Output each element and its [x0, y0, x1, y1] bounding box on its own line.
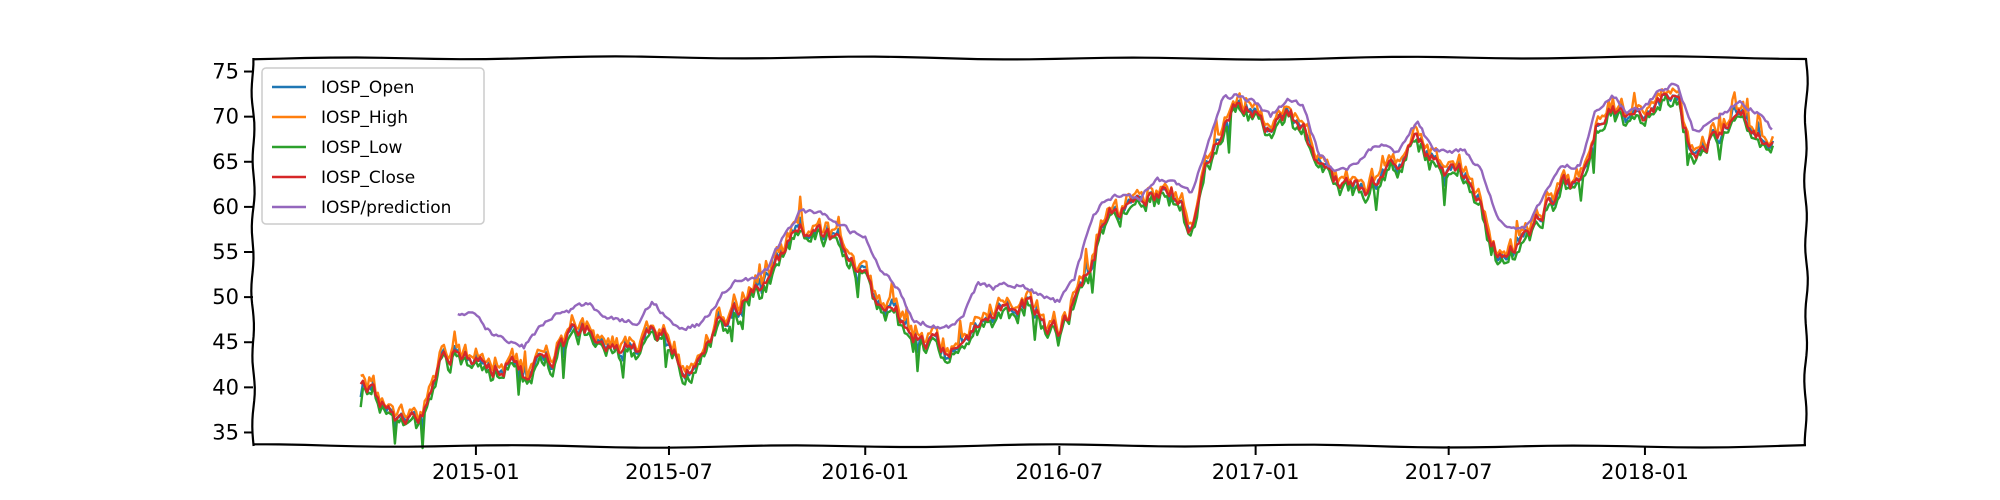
legend-label: IOSP/prediction — [321, 198, 451, 218]
y-tick-label: 45 — [212, 330, 239, 354]
x-tick-label: 2017-01 — [1212, 460, 1300, 484]
y-tick-label: 35 — [212, 420, 239, 444]
y-tick-label: 70 — [212, 105, 239, 129]
x-tick-label: 2018-01 — [1601, 460, 1689, 484]
x-tick-label: 2017-07 — [1405, 460, 1493, 484]
series-layer — [359, 82, 1775, 450]
x-tick-label: 2016-07 — [1015, 460, 1103, 484]
x-tick-label: 2015-07 — [625, 460, 713, 484]
legend-label: IOSP_Open — [321, 78, 414, 98]
series-line-iosp-close — [359, 92, 1774, 426]
series-line-iosp-high — [360, 87, 1775, 423]
series-line-iosp-prediction — [457, 82, 1773, 350]
legend-box — [261, 67, 485, 225]
x-axis: 2015-01 2015-07 2016-01 2016-07 2017-01 2017-… — [432, 446, 1689, 484]
plot-frame — [250, 55, 1809, 449]
legend: IOSP_Open IOSP_High IOSP_Low IOSP_Close IOSP… — [261, 67, 485, 225]
series-line-iosp-open — [359, 92, 1775, 432]
y-tick-label: 65 — [212, 150, 239, 174]
x-tick-label: 2016-01 — [821, 460, 909, 484]
legend-label: IOSP_Close — [321, 168, 415, 188]
series-line-iosp-low — [359, 93, 1775, 450]
y-tick-label: 40 — [212, 375, 239, 399]
y-tick-label: 75 — [212, 60, 239, 84]
y-tick-label: 50 — [212, 285, 239, 309]
x-tick-label: 2015-01 — [432, 460, 520, 484]
y-tick-label: 55 — [212, 240, 239, 264]
y-tick-label: 60 — [212, 195, 239, 219]
legend-label: IOSP_Low — [321, 138, 403, 158]
legend-label: IOSP_High — [321, 108, 408, 128]
y-axis: 35 40 45 50 55 60 65 70 75 — [212, 60, 253, 444]
